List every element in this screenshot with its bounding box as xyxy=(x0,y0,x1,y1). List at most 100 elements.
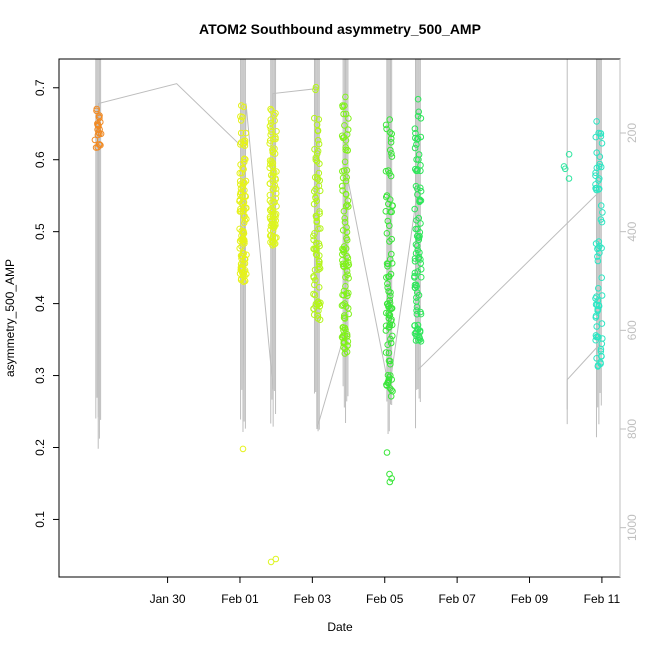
data-point xyxy=(311,146,318,153)
data-point xyxy=(267,125,275,133)
data-point xyxy=(345,274,352,282)
data-point xyxy=(342,283,349,290)
data-point xyxy=(241,217,249,224)
data-point xyxy=(413,307,420,314)
data-point xyxy=(597,133,605,140)
data-point xyxy=(417,197,425,204)
data-point xyxy=(596,160,604,168)
data-point xyxy=(267,119,275,127)
data-point xyxy=(592,172,599,179)
data-point xyxy=(344,146,351,154)
data-point xyxy=(237,185,245,192)
data-point xyxy=(240,155,248,163)
data-point xyxy=(387,360,394,368)
x-tick-label: Jan 30 xyxy=(150,592,186,606)
data-point xyxy=(239,269,246,277)
x-tick-label: Feb 03 xyxy=(294,592,332,606)
data-point xyxy=(269,173,277,180)
secondary-y-axis: 200 400 600 800 1000 xyxy=(619,59,639,577)
data-point xyxy=(310,305,318,313)
data-point xyxy=(595,301,603,309)
x-tick-label: Feb 07 xyxy=(438,592,476,606)
data-point xyxy=(417,161,424,169)
y-axis-label: asymmetry_500_AMP xyxy=(3,259,17,377)
data-point xyxy=(560,163,568,170)
data-point xyxy=(343,234,350,242)
data-point xyxy=(273,203,280,210)
data-point xyxy=(388,475,396,482)
data-point xyxy=(344,338,352,345)
x-tick-label: Feb 09 xyxy=(511,592,549,606)
data-point xyxy=(97,130,105,138)
data-point xyxy=(387,335,394,343)
data-point xyxy=(593,355,600,362)
data-point xyxy=(267,215,274,223)
data-point xyxy=(267,232,275,239)
x-axis: Jan 30 Feb 01 Feb 03 Feb 05 Feb 07 Feb 09 Feb … xyxy=(150,577,620,606)
y2-tick-label: 800 xyxy=(625,419,639,439)
data-point xyxy=(387,305,395,312)
data-point xyxy=(594,306,602,314)
data-point xyxy=(314,312,322,319)
data-point xyxy=(594,253,601,260)
data-point xyxy=(341,158,349,166)
data-point xyxy=(343,228,351,236)
data-point xyxy=(313,246,320,254)
y-tick-label: 0.5 xyxy=(33,223,47,240)
data-point xyxy=(238,227,245,235)
data-point xyxy=(417,310,425,318)
data-point xyxy=(383,449,391,456)
y-tick-label: 0.3 xyxy=(33,367,47,384)
data-point xyxy=(598,320,606,327)
x-tick-label: Feb 05 xyxy=(366,592,404,606)
data-point xyxy=(339,301,347,309)
data-point xyxy=(598,218,606,226)
data-point xyxy=(595,129,603,137)
data-point xyxy=(241,238,248,245)
data-point xyxy=(339,102,346,109)
data-point xyxy=(387,146,394,154)
data-point xyxy=(417,273,425,281)
data-point xyxy=(344,254,352,262)
data-point xyxy=(388,153,396,160)
data-point xyxy=(272,135,279,143)
chart-title: ATOM2 Southbound asymmetry_500_AMP xyxy=(199,21,481,37)
data-point xyxy=(342,137,350,144)
data-point xyxy=(269,208,276,216)
data-point xyxy=(412,250,420,257)
data-point xyxy=(411,281,419,289)
y-tick-label: 0.4 xyxy=(33,295,47,312)
data-point xyxy=(339,174,347,182)
data-point xyxy=(340,243,348,250)
data-point xyxy=(386,273,393,280)
y-axis: 0.1 0.2 0.3 0.4 0.5 0.6 0.7 xyxy=(33,79,59,528)
data-point xyxy=(387,339,395,347)
data-point xyxy=(316,208,323,215)
data-point xyxy=(315,140,323,148)
data-point xyxy=(598,140,606,147)
data-point xyxy=(413,242,421,250)
data-point xyxy=(272,210,280,218)
data-point xyxy=(597,202,605,209)
data-point xyxy=(311,174,319,181)
data-point xyxy=(412,129,419,137)
data-point xyxy=(344,271,351,279)
data-point xyxy=(593,323,601,330)
y2-tick-label: 200 xyxy=(625,123,639,143)
data-point xyxy=(237,117,245,124)
data-point xyxy=(388,250,395,258)
data-point xyxy=(386,238,393,245)
data-point xyxy=(237,129,245,137)
data-point xyxy=(593,118,600,125)
data-point xyxy=(340,110,347,118)
data-point xyxy=(236,245,243,252)
data-point xyxy=(412,330,420,337)
data-point xyxy=(271,117,278,124)
data-point xyxy=(415,214,423,222)
data-point xyxy=(565,151,573,158)
data-point xyxy=(239,208,246,215)
data-point xyxy=(388,150,395,157)
data-point xyxy=(236,196,244,204)
data-point xyxy=(312,154,320,161)
